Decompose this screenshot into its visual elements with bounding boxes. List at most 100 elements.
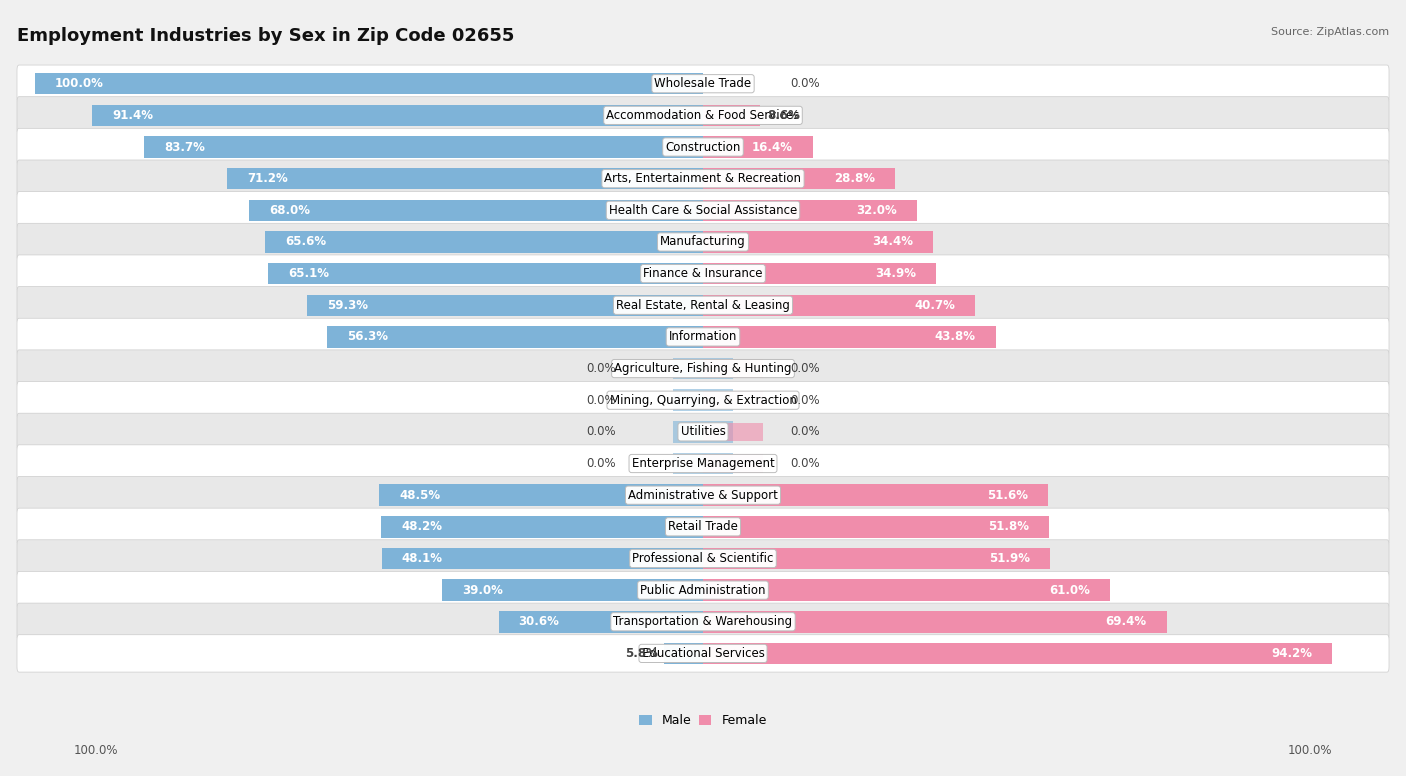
Text: Educational Services: Educational Services	[641, 647, 765, 660]
Text: Finance & Insurance: Finance & Insurance	[644, 267, 762, 280]
FancyBboxPatch shape	[17, 571, 1389, 609]
Text: Arts, Entertainment & Recreation: Arts, Entertainment & Recreation	[605, 172, 801, 185]
Text: 91.4%: 91.4%	[112, 109, 153, 122]
Text: 65.1%: 65.1%	[288, 267, 329, 280]
Bar	[228, 168, 703, 189]
Text: 100.0%: 100.0%	[55, 78, 104, 90]
Text: Public Administration: Public Administration	[640, 584, 766, 597]
Text: 28.8%: 28.8%	[834, 172, 876, 185]
Text: 0.0%: 0.0%	[586, 393, 616, 407]
Text: 34.9%: 34.9%	[875, 267, 917, 280]
FancyBboxPatch shape	[17, 192, 1389, 229]
Bar	[673, 452, 733, 474]
FancyBboxPatch shape	[17, 223, 1389, 261]
Bar	[703, 548, 1050, 570]
Text: 34.4%: 34.4%	[872, 235, 912, 248]
Bar	[703, 516, 1049, 538]
Text: 69.4%: 69.4%	[1105, 615, 1146, 629]
Bar	[703, 326, 995, 348]
FancyBboxPatch shape	[17, 160, 1389, 197]
Text: 51.9%: 51.9%	[988, 552, 1029, 565]
FancyBboxPatch shape	[17, 286, 1389, 324]
Text: Information: Information	[669, 331, 737, 344]
FancyBboxPatch shape	[17, 445, 1389, 482]
Legend: Male, Female: Male, Female	[634, 709, 772, 733]
Text: 48.1%: 48.1%	[402, 552, 443, 565]
Text: Professional & Scientific: Professional & Scientific	[633, 552, 773, 565]
Text: 0.0%: 0.0%	[586, 457, 616, 470]
FancyBboxPatch shape	[17, 255, 1389, 293]
Text: Accommodation & Food Services: Accommodation & Food Services	[606, 109, 800, 122]
Text: Utilities: Utilities	[681, 425, 725, 438]
Text: 83.7%: 83.7%	[165, 140, 205, 154]
FancyBboxPatch shape	[17, 382, 1389, 419]
Text: 40.7%: 40.7%	[914, 299, 955, 312]
Text: Source: ZipAtlas.com: Source: ZipAtlas.com	[1271, 27, 1389, 37]
Bar	[673, 421, 733, 442]
Bar	[93, 105, 703, 126]
Bar	[307, 295, 703, 316]
Text: 0.0%: 0.0%	[790, 393, 820, 407]
Text: Wholesale Trade: Wholesale Trade	[654, 78, 752, 90]
Bar	[703, 231, 932, 253]
Text: Construction: Construction	[665, 140, 741, 154]
Bar	[269, 263, 703, 284]
Text: 30.6%: 30.6%	[519, 615, 560, 629]
Text: 8.6%: 8.6%	[768, 109, 800, 122]
Bar	[381, 548, 703, 570]
Text: 39.0%: 39.0%	[463, 584, 503, 597]
Text: Manufacturing: Manufacturing	[661, 235, 745, 248]
Bar	[35, 73, 703, 95]
Text: 16.4%: 16.4%	[751, 140, 793, 154]
FancyBboxPatch shape	[17, 635, 1389, 672]
Text: 43.8%: 43.8%	[935, 331, 976, 344]
Text: 71.2%: 71.2%	[247, 172, 288, 185]
Bar	[673, 358, 733, 379]
Text: 61.0%: 61.0%	[1049, 584, 1091, 597]
Bar	[381, 516, 703, 538]
Bar	[703, 295, 974, 316]
Bar	[703, 455, 763, 473]
Bar	[328, 326, 703, 348]
Bar	[143, 137, 703, 158]
FancyBboxPatch shape	[17, 350, 1389, 387]
FancyBboxPatch shape	[17, 65, 1389, 102]
Text: Agriculture, Fishing & Hunting: Agriculture, Fishing & Hunting	[614, 362, 792, 375]
Text: 51.6%: 51.6%	[987, 489, 1028, 501]
FancyBboxPatch shape	[17, 318, 1389, 355]
Bar	[703, 263, 936, 284]
Text: 68.0%: 68.0%	[269, 204, 309, 217]
Bar	[664, 643, 703, 664]
Bar	[703, 611, 1167, 632]
Bar	[264, 231, 703, 253]
Text: Real Estate, Rental & Leasing: Real Estate, Rental & Leasing	[616, 299, 790, 312]
FancyBboxPatch shape	[17, 413, 1389, 451]
Bar	[703, 391, 763, 410]
Text: 32.0%: 32.0%	[856, 204, 897, 217]
Text: Retail Trade: Retail Trade	[668, 521, 738, 533]
Bar	[249, 199, 703, 221]
Bar	[703, 359, 763, 378]
Bar	[380, 484, 703, 506]
Text: Administrative & Support: Administrative & Support	[628, 489, 778, 501]
Text: 100.0%: 100.0%	[73, 743, 118, 757]
Bar	[443, 580, 703, 601]
Text: 0.0%: 0.0%	[790, 425, 820, 438]
Text: 94.2%: 94.2%	[1271, 647, 1312, 660]
FancyBboxPatch shape	[17, 97, 1389, 134]
Text: Health Care & Social Assistance: Health Care & Social Assistance	[609, 204, 797, 217]
Text: 59.3%: 59.3%	[328, 299, 368, 312]
Bar	[703, 105, 761, 126]
Text: 0.0%: 0.0%	[790, 78, 820, 90]
Bar	[703, 137, 813, 158]
Bar	[703, 199, 917, 221]
Bar	[703, 168, 896, 189]
Text: 56.3%: 56.3%	[347, 331, 388, 344]
Text: 0.0%: 0.0%	[586, 362, 616, 375]
Text: Transportation & Warehousing: Transportation & Warehousing	[613, 615, 793, 629]
Text: Employment Industries by Sex in Zip Code 02655: Employment Industries by Sex in Zip Code…	[17, 27, 515, 45]
Bar	[703, 580, 1111, 601]
Text: 0.0%: 0.0%	[790, 457, 820, 470]
Text: Mining, Quarrying, & Extraction: Mining, Quarrying, & Extraction	[610, 393, 796, 407]
Text: 0.0%: 0.0%	[790, 362, 820, 375]
